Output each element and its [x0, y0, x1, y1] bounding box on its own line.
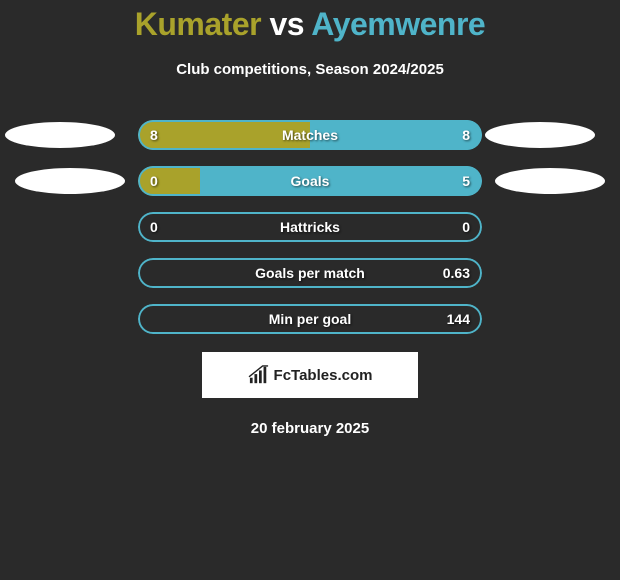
stat-value-right: 0 [462, 212, 470, 242]
stat-value-right: 0.63 [443, 258, 470, 288]
comparison-card: Kumater vs Ayemwenre Club competitions, … [0, 0, 620, 437]
brand-inner: FcTables.com [248, 365, 373, 385]
stat-bar: Hattricks 0 0 [138, 212, 482, 242]
stat-value-right: 8 [462, 120, 470, 150]
player1-name: Kumater [135, 6, 261, 42]
stat-value-right: 5 [462, 166, 470, 196]
stat-label: Hattricks [280, 212, 340, 242]
player-avatar [5, 122, 115, 148]
stat-bar: Goals per match 0.63 [138, 258, 482, 288]
stat-value-right: 144 [447, 304, 470, 334]
player-avatar [495, 168, 605, 194]
bar-left-fill [138, 166, 200, 196]
stat-bar: Goals 0 5 [138, 166, 482, 196]
brand-text: FcTables.com [274, 367, 373, 384]
page-title: Kumater vs Ayemwenre [0, 6, 620, 43]
stats-area: Matches 8 8 Goals 0 5 Hattricks 0 0 Goals per mat… [0, 120, 620, 334]
subtitle: Club competitions, Season 2024/2025 [0, 61, 620, 78]
stat-value-left: 0 [150, 166, 158, 196]
bar-right-fill [200, 166, 482, 196]
stat-value-left: 8 [150, 120, 158, 150]
stat-label: Goals per match [255, 258, 365, 288]
stat-row: Goals per match 0.63 [0, 258, 620, 288]
player2-name: Ayemwenre [311, 6, 485, 42]
stat-row: Hattricks 0 0 [0, 212, 620, 242]
stat-bar: Matches 8 8 [138, 120, 482, 150]
title-vs: vs [261, 6, 311, 42]
stat-label: Goals [291, 166, 330, 196]
brand-box[interactable]: FcTables.com [202, 352, 418, 398]
stat-label: Min per goal [269, 304, 351, 334]
chart-icon [248, 365, 270, 385]
player-avatar [15, 168, 125, 194]
stat-bar: Min per goal 144 [138, 304, 482, 334]
stat-row: Min per goal 144 [0, 304, 620, 334]
date-label: 20 february 2025 [0, 420, 620, 437]
player-avatar [485, 122, 595, 148]
stat-label: Matches [282, 120, 338, 150]
stat-value-left: 0 [150, 212, 158, 242]
